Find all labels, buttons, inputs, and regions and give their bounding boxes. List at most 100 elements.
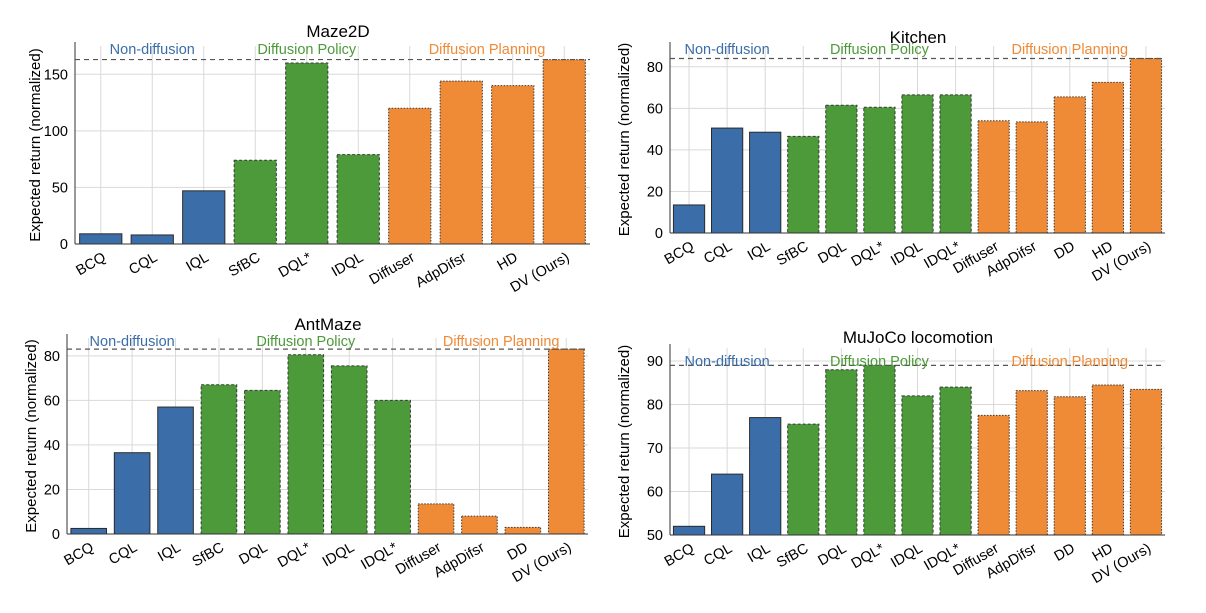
x-tick-label: DQL*	[276, 249, 315, 281]
bar-iql	[749, 131, 782, 234]
y-tick-label: 0	[52, 527, 60, 543]
bar-sfbc	[787, 423, 820, 536]
bar-idql	[939, 94, 972, 234]
x-tick-label: DQL*	[849, 540, 888, 572]
bar-cql	[130, 234, 174, 245]
y-tick-label: 60	[647, 485, 663, 501]
bar-idql	[939, 386, 972, 536]
bar-dv-ours	[547, 348, 585, 535]
x-tick-label: SfBC	[190, 540, 227, 571]
group-label-diffusion-policy: Diffusion Policy	[830, 42, 930, 58]
chart-title: Maze2D	[306, 22, 369, 41]
bar-diffuser	[417, 503, 455, 535]
y-axis-label: Expected return (normalized)	[27, 48, 44, 241]
bar-cql	[711, 473, 744, 536]
bar-dql	[285, 62, 329, 245]
bar-dd	[1053, 396, 1086, 536]
x-tick-label: SfBC	[226, 250, 263, 281]
y-tick-label: 20	[647, 184, 663, 200]
bar-dql	[287, 354, 325, 535]
y-tick-label: 50	[647, 528, 663, 544]
chart-title: MuJoCo locomotion	[843, 328, 993, 347]
maze2d-chart: 0 50 100 150 BCQ CQL IQL SfBC DQL* IDQL DiffuserAd…	[27, 22, 590, 296]
group-label-diffusion-policy: Diffusion Policy	[256, 334, 356, 350]
group-label-diffusion-planning: Diffusion Planning	[1011, 354, 1128, 370]
y-tick-label: 90	[647, 354, 663, 370]
bar-dql	[863, 364, 896, 536]
x-tick-label: BCQ	[74, 250, 109, 280]
x-tick-label: DD	[1052, 239, 1078, 263]
x-tick-label: BCQ	[662, 239, 697, 269]
bar-iql	[182, 190, 226, 245]
bar-bcq	[672, 525, 706, 536]
group-label-diffusion-planning: Diffusion Planning	[429, 42, 546, 58]
x-tick-label: SfBC	[774, 541, 811, 572]
bar-dql	[244, 389, 281, 535]
x-tick-label: DV (Ours)	[508, 250, 573, 296]
x-tick-label: DD	[505, 540, 531, 564]
bar-adpdifsr	[1015, 390, 1048, 536]
x-tick-label: CQL	[126, 250, 160, 279]
bar-idql	[330, 365, 368, 535]
bar-adpdifsr	[1015, 121, 1048, 234]
bar-iql	[749, 417, 782, 536]
x-tick-label: IQL	[155, 540, 183, 566]
group-label-diffusion-policy: Diffusion Policy	[830, 354, 930, 370]
y-tick-label: 60	[44, 393, 60, 409]
group-label-non-diffusion: Non-diffusion	[90, 334, 175, 350]
x-tick-label: IDQL	[320, 540, 357, 571]
bar-bcq	[70, 527, 108, 535]
bar-dv-ours	[542, 59, 586, 245]
y-tick-label: 50	[52, 180, 68, 196]
x-tick-label: AdpDifsr	[413, 250, 469, 292]
y-tick-label: 0	[655, 226, 663, 242]
bar-cql	[113, 452, 151, 535]
y-tick-label: 20	[44, 482, 60, 498]
x-tick-label: CQL	[106, 540, 140, 569]
bar-hd	[1091, 81, 1124, 234]
bar-bcq	[672, 204, 706, 234]
bar-dv-ours	[1129, 388, 1163, 536]
x-tick-label: IDQL	[329, 250, 366, 281]
bar-dv-ours	[1129, 57, 1163, 234]
x-tick-label: DQL	[816, 239, 850, 268]
group-label-diffusion-planning: Diffusion Planning	[1011, 42, 1128, 58]
bar-idql	[374, 399, 411, 535]
chart-title: AntMaze	[294, 315, 361, 334]
y-tick-label: 40	[44, 438, 60, 454]
x-tick-label: CQL	[701, 541, 735, 570]
x-tick-label: SfBC	[774, 239, 811, 270]
x-tick-label: DD	[1052, 541, 1078, 565]
bar-sfbc	[200, 384, 238, 535]
group-label-diffusion-planning: Diffusion Planning	[443, 334, 560, 350]
x-tick-label: DQL*	[275, 539, 314, 571]
bar-adpdifsr	[439, 80, 483, 245]
bar-iql	[157, 406, 194, 535]
x-tick-label: IQL	[745, 541, 773, 567]
x-tick-label: Diffuser	[367, 250, 418, 289]
x-tick-label: DQL	[237, 540, 271, 569]
bar-dql	[825, 369, 858, 536]
bar-dd	[504, 526, 542, 535]
bar-hd	[1091, 384, 1124, 536]
group-label-non-diffusion: Non-diffusion	[685, 354, 770, 370]
bar-idql	[901, 94, 934, 234]
y-axis-label: Expected return (normalized)	[616, 345, 633, 538]
y-tick-label: 40	[647, 143, 663, 159]
y-axis-label: Expected return (normalized)	[616, 43, 633, 236]
y-axis-label: Expected return (normalized)	[23, 339, 40, 532]
x-tick-label: AdpDifsr	[431, 540, 487, 582]
bar-dql	[825, 104, 858, 234]
bar-sfbc	[787, 135, 820, 234]
y-tick-label: 60	[647, 101, 663, 117]
group-label-non-diffusion: Non-diffusion	[685, 42, 770, 58]
bar-idql	[336, 154, 380, 245]
chart-title: Kitchen	[890, 28, 947, 47]
y-tick-label: 80	[647, 60, 663, 76]
bar-bcq	[79, 233, 123, 245]
y-tick-label: 150	[44, 67, 68, 83]
group-label-non-diffusion: Non-diffusion	[110, 42, 195, 58]
